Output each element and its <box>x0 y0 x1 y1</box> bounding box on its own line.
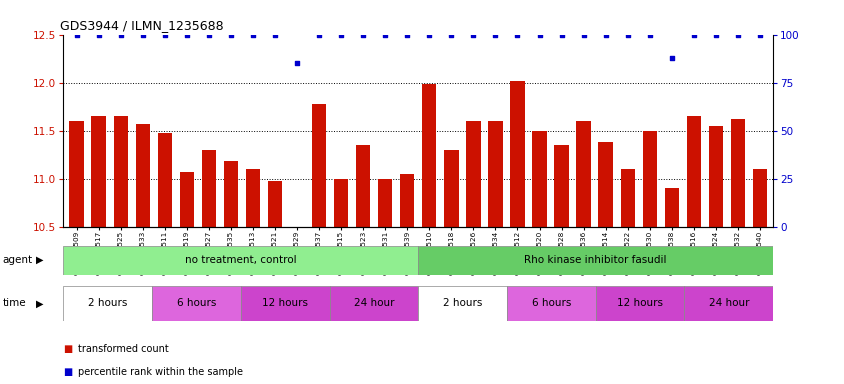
Point <box>752 31 766 38</box>
Point <box>488 31 501 38</box>
Point <box>664 55 678 61</box>
Bar <box>641 131 656 384</box>
Bar <box>708 126 722 384</box>
Bar <box>595 286 684 321</box>
Bar <box>422 84 436 384</box>
Text: 24 hour: 24 hour <box>708 298 748 308</box>
Point <box>555 31 568 38</box>
Bar <box>399 174 414 384</box>
Bar <box>268 182 282 384</box>
Text: 2 hours: 2 hours <box>442 298 482 308</box>
Bar <box>418 246 772 275</box>
Bar <box>152 286 241 321</box>
Text: agent: agent <box>3 255 33 265</box>
Point <box>180 31 193 38</box>
Point <box>510 31 523 38</box>
Point <box>686 31 700 38</box>
Point <box>576 31 590 38</box>
Bar <box>246 169 260 384</box>
Point <box>444 31 457 38</box>
Bar <box>576 121 590 384</box>
Bar <box>158 134 171 384</box>
Point <box>598 31 612 38</box>
Bar <box>752 169 766 384</box>
Text: ■: ■ <box>63 367 73 377</box>
Bar <box>329 286 418 321</box>
Bar <box>289 227 304 384</box>
Text: time: time <box>3 298 26 308</box>
Bar <box>113 116 127 384</box>
Bar <box>202 150 216 384</box>
Point <box>136 31 149 38</box>
Point <box>378 31 392 38</box>
Bar <box>466 121 480 384</box>
Point <box>224 31 237 38</box>
Text: 2 hours: 2 hours <box>88 298 127 308</box>
Text: ▶: ▶ <box>36 298 44 308</box>
Bar <box>510 81 524 384</box>
Bar <box>63 246 418 275</box>
Bar <box>180 172 194 384</box>
Point <box>532 31 545 38</box>
Bar <box>506 286 595 321</box>
Text: 6 hours: 6 hours <box>531 298 571 308</box>
Text: Rho kinase inhibitor fasudil: Rho kinase inhibitor fasudil <box>524 255 666 265</box>
Bar <box>532 131 546 384</box>
Text: 12 hours: 12 hours <box>262 298 308 308</box>
Bar <box>333 179 348 384</box>
Text: transformed count: transformed count <box>78 344 168 354</box>
Point <box>334 31 348 38</box>
Bar <box>311 104 326 384</box>
Text: 24 hour: 24 hour <box>354 298 393 308</box>
Bar <box>444 150 458 384</box>
Point <box>290 60 304 66</box>
Bar <box>730 119 744 384</box>
Text: GDS3944 / ILMN_1235688: GDS3944 / ILMN_1235688 <box>60 19 223 32</box>
Text: ■: ■ <box>63 344 73 354</box>
Bar <box>554 145 568 384</box>
Bar <box>686 116 701 384</box>
Bar <box>63 286 152 321</box>
Point <box>730 31 744 38</box>
Text: ▶: ▶ <box>36 255 44 265</box>
Point <box>312 31 326 38</box>
Point <box>356 31 370 38</box>
Point <box>620 31 634 38</box>
Bar <box>619 169 634 384</box>
Text: no treatment, control: no treatment, control <box>185 255 296 265</box>
Text: 12 hours: 12 hours <box>616 298 663 308</box>
Bar <box>69 121 84 384</box>
Point <box>70 31 84 38</box>
Point <box>158 31 171 38</box>
Bar <box>241 286 329 321</box>
Bar <box>488 121 502 384</box>
Point <box>92 31 106 38</box>
Bar <box>224 161 238 384</box>
Point <box>114 31 127 38</box>
Bar <box>377 179 392 384</box>
Point <box>466 31 479 38</box>
Text: 6 hours: 6 hours <box>176 298 216 308</box>
Point <box>708 31 722 38</box>
Bar <box>135 124 149 384</box>
Bar <box>684 286 772 321</box>
Bar <box>418 286 506 321</box>
Point <box>246 31 259 38</box>
Bar <box>355 145 370 384</box>
Point <box>642 31 656 38</box>
Point <box>268 31 281 38</box>
Point <box>422 31 436 38</box>
Bar <box>91 116 106 384</box>
Bar <box>664 188 678 384</box>
Point <box>202 31 215 38</box>
Text: percentile rank within the sample: percentile rank within the sample <box>78 367 242 377</box>
Bar <box>598 142 612 384</box>
Point <box>400 31 414 38</box>
